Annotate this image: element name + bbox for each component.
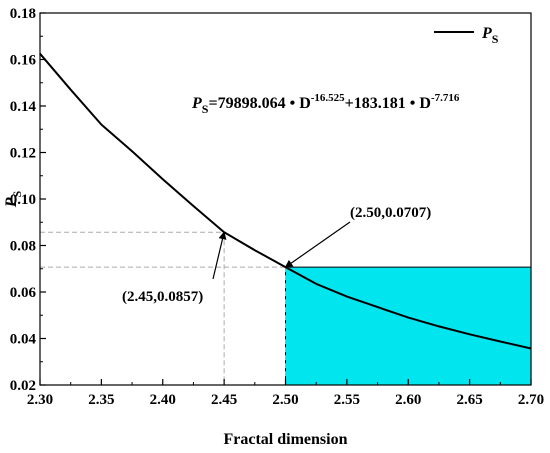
y-tick-label: 0.02	[10, 378, 36, 394]
y-tick-label: 0.16	[10, 53, 37, 69]
annotation-arrow	[284, 221, 351, 268]
x-tick-label: 2.35	[88, 392, 114, 408]
x-tick-label: 2.50	[272, 392, 298, 408]
x-tick-label: 2.60	[395, 392, 421, 408]
x-axis-ticks: 2.30 2.35 2.40 2.45 2.50 2.55 2.60 2.65 2.70	[27, 379, 544, 408]
legend-label-ps: PS	[481, 25, 499, 46]
annotation-label: (2.45,0.0857)	[122, 289, 203, 305]
y-tick-label: 0.18	[10, 6, 36, 22]
y-tick-label: 0.08	[10, 239, 36, 255]
y-tick-label: 0.14	[10, 99, 37, 115]
x-tick-label: 2.45	[211, 392, 237, 408]
x-tick-label: 2.30	[27, 392, 53, 408]
fit-formula: PS=79898.064 • D-16.525+183.181 • D-7.71…	[191, 92, 460, 116]
guide-lines	[40, 231, 286, 385]
x-tick-label: 2.55	[334, 392, 360, 408]
x-tick-label: 2.70	[518, 392, 544, 408]
y-tick-label: 0.06	[10, 285, 37, 301]
y-axis-ticks: 0.02 0.04 0.06 0.08 0.10 0.12 0.14 0.16 0.18	[10, 6, 46, 394]
legend: PS	[434, 25, 499, 46]
point-annotations: (2.50,0.0707) (2.45,0.0857)	[122, 205, 431, 305]
y-tick-label: 0.04	[10, 332, 37, 348]
x-axis-title: Fractal dimension	[224, 431, 348, 448]
y-axis-title: PS	[3, 190, 24, 208]
y-tick-label: 0.10	[10, 192, 36, 208]
annotation-label: (2.50,0.0707)	[350, 205, 431, 221]
x-tick-label: 2.65	[457, 392, 483, 408]
y-tick-label: 0.12	[10, 146, 36, 162]
shaded-region	[285, 266, 532, 386]
x-tick-label: 2.40	[150, 392, 176, 408]
svg-text:PS: PS	[3, 190, 24, 208]
annotation-arrow	[212, 231, 227, 280]
